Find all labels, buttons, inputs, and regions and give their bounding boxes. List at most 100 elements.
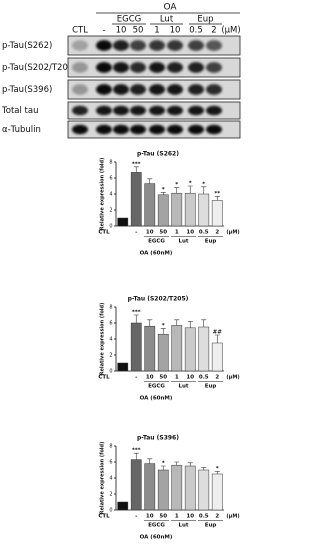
row-label: p-Tau(S262): [2, 41, 52, 51]
x-axis-label: OA (60nM): [140, 251, 173, 257]
significance-label: *: [216, 466, 219, 472]
band: [113, 84, 129, 95]
error-bar: [147, 319, 153, 327]
bar: [157, 469, 169, 511]
x-axis-label: OA (60nM): [140, 396, 173, 402]
band: [72, 62, 88, 73]
error-bar: [174, 187, 180, 194]
bar: [130, 322, 142, 372]
x-tick-label: 50: [159, 375, 167, 381]
y-tick-label: 4: [109, 337, 112, 343]
x-tick-label: 10: [146, 375, 154, 381]
x-tick-label: -: [135, 375, 137, 381]
error-bar: [187, 462, 193, 466]
band: [72, 40, 88, 51]
bar: [144, 463, 156, 511]
row-label: p-Tau(S396): [2, 85, 52, 95]
lane-label: 2: [211, 26, 216, 36]
lane-label: -: [102, 26, 105, 36]
chart-title: p-Tau (S262): [137, 151, 179, 158]
bar: [198, 326, 210, 372]
band: [188, 84, 204, 95]
group-label: EGCG: [148, 523, 165, 529]
bar: [211, 200, 223, 227]
y-axis-label: Relative expression (fold): [100, 442, 106, 515]
lane-label: 50: [133, 26, 144, 36]
band: [113, 62, 129, 73]
group-label: Lut: [178, 239, 188, 245]
y-axis-label: Relative expression (fold): [100, 303, 106, 376]
x-tick-label: CTL: [98, 514, 110, 520]
x-unit-label: (μM): [226, 375, 239, 381]
error-bar: [133, 166, 139, 173]
band: [113, 40, 129, 51]
x-tick-label: 0.5: [199, 230, 209, 236]
significance-label: ***: [132, 448, 141, 454]
group-label: Eup: [205, 239, 217, 245]
band: [113, 105, 129, 116]
error-bar: [214, 196, 220, 201]
x-tick-label: 2: [215, 230, 219, 236]
band: [96, 105, 112, 116]
band: [167, 84, 183, 95]
band: [130, 40, 146, 51]
error-bar: [160, 465, 166, 470]
lane-label: 0.5: [189, 26, 203, 36]
bar: [184, 465, 196, 511]
x-tick-label: CTL: [98, 230, 110, 236]
bar: [211, 342, 223, 372]
x-tick-label: -: [135, 514, 137, 520]
bar: [117, 217, 129, 227]
lane-label: 10: [116, 26, 127, 36]
row-label: α-Tubulin: [2, 125, 41, 135]
band: [188, 124, 204, 135]
significance-label: ***: [132, 310, 141, 316]
band: [167, 105, 183, 116]
x-tick-label: 10: [146, 230, 154, 236]
x-tick-label: 10: [186, 375, 194, 381]
x-axis-label: OA (60nM): [140, 535, 173, 541]
lane-label: 10: [170, 26, 181, 36]
error-bar: [147, 458, 153, 464]
y-tick-label: 0: [109, 508, 112, 514]
group-label: Lut: [178, 523, 188, 529]
bar: [157, 333, 169, 372]
band: [72, 124, 88, 135]
row-label: Total tau: [1, 106, 38, 116]
y-tick-label: 6: [109, 321, 112, 327]
bar: [198, 193, 210, 227]
x-tick-label: 1: [175, 514, 179, 520]
x-tick-label: 10: [186, 230, 194, 236]
error-bar: [201, 319, 207, 327]
band: [149, 105, 165, 116]
x-unit-label: (μM): [226, 514, 239, 520]
bar: [130, 459, 142, 511]
group-label: EGCG: [117, 15, 141, 25]
y-tick-label: 4: [109, 192, 112, 198]
control-label: CTL: [72, 26, 88, 36]
x-tick-label: 10: [186, 514, 194, 520]
group-label: EGCG: [148, 239, 165, 245]
error-bar: [147, 178, 153, 184]
group-label: Eup: [197, 15, 213, 25]
x-unit-label: (μM): [226, 230, 239, 236]
x-tick-label: 50: [159, 514, 167, 520]
bar: [144, 183, 156, 227]
error-bar: [133, 314, 139, 323]
bar: [117, 501, 129, 511]
band: [96, 62, 112, 73]
bar: [184, 192, 196, 227]
error-bar: [201, 186, 207, 194]
x-tick-label: -: [135, 230, 137, 236]
y-tick-label: 2: [109, 492, 112, 498]
x-tick-label: 1: [175, 230, 179, 236]
y-tick-label: 0: [109, 369, 112, 375]
significance-label: *: [189, 181, 192, 187]
bar: [157, 194, 169, 227]
significance-label: ***: [132, 161, 141, 167]
y-tick-label: 8: [109, 444, 112, 450]
bar: [198, 469, 210, 511]
group-label: Eup: [205, 523, 217, 529]
band: [130, 124, 146, 135]
